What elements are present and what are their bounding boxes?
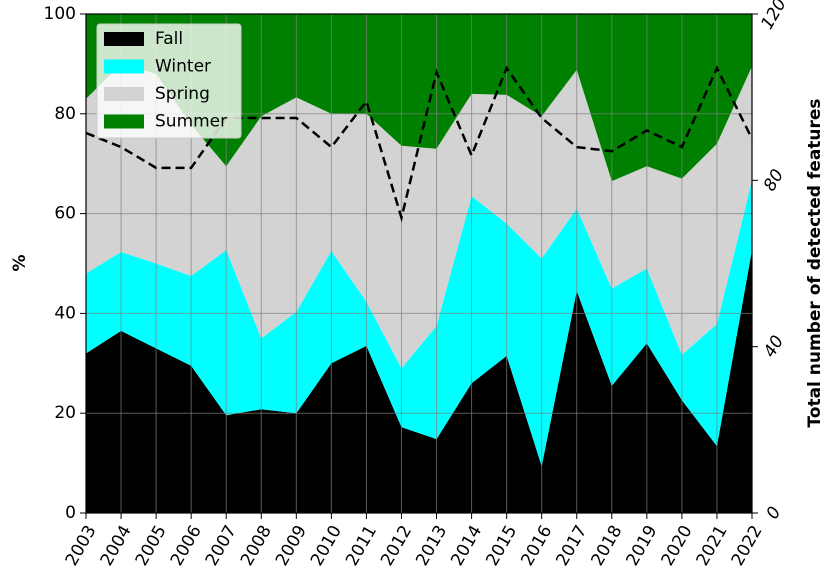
- x-tick-label: 2012: [377, 522, 416, 569]
- y-tick-label: 0: [65, 503, 76, 523]
- legend-swatch: [104, 32, 144, 46]
- x-tick-label: 2020: [658, 522, 697, 569]
- legend-label: Summer: [155, 112, 227, 132]
- legend-swatch: [104, 59, 144, 74]
- y2-tick-label: 40: [760, 332, 788, 361]
- x-tick-label: 2015: [482, 522, 521, 569]
- y2-tick-label: 80: [760, 166, 788, 195]
- legend-box: [96, 23, 242, 139]
- x-tick-label: 2009: [272, 522, 311, 569]
- legend-label: Spring: [155, 84, 210, 104]
- x-tick-label: 2022: [728, 522, 767, 569]
- x-tick-label: 2014: [447, 522, 486, 569]
- y2-tick-label: 0: [763, 503, 786, 522]
- x-tick-label: 2013: [412, 522, 451, 569]
- y2-axis-label: Total number of detected features: [805, 98, 825, 427]
- plot-frame: [85, 13, 753, 514]
- x-tick-label: 2006: [167, 522, 206, 569]
- area: [86, 63, 752, 369]
- x-tick-label: 2003: [62, 522, 101, 569]
- legend-label: Fall: [155, 29, 183, 49]
- x-tick-label: 2005: [132, 522, 171, 569]
- x-tick-label: 2010: [307, 522, 346, 569]
- x-tick-label: 2008: [237, 522, 276, 569]
- x-tick-label: 2011: [342, 522, 381, 569]
- y-axis-label: %: [10, 254, 30, 271]
- area: [86, 250, 752, 514]
- x-tick-label: 2019: [623, 522, 662, 569]
- legend-swatch: [104, 114, 144, 129]
- y-tick-label: 80: [54, 104, 76, 124]
- y-tick-label: 20: [54, 403, 76, 423]
- legend-label: Winter: [155, 57, 211, 77]
- x-tick-label: 2017: [552, 522, 591, 569]
- x-tick-label: 2021: [693, 522, 732, 569]
- x-tick-label: 2007: [202, 522, 241, 569]
- area: [86, 180, 752, 467]
- area: [86, 14, 752, 182]
- x-tick-label: 2004: [97, 522, 136, 569]
- y-tick-label: 60: [54, 204, 76, 224]
- y2-tick-label: 120: [757, 0, 791, 33]
- y-tick-label: 40: [54, 303, 76, 323]
- x-tick-label: 2016: [517, 522, 556, 569]
- x-tick-label: 2018: [587, 522, 626, 569]
- y-tick-label: 100: [44, 4, 76, 24]
- legend-swatch: [104, 87, 144, 101]
